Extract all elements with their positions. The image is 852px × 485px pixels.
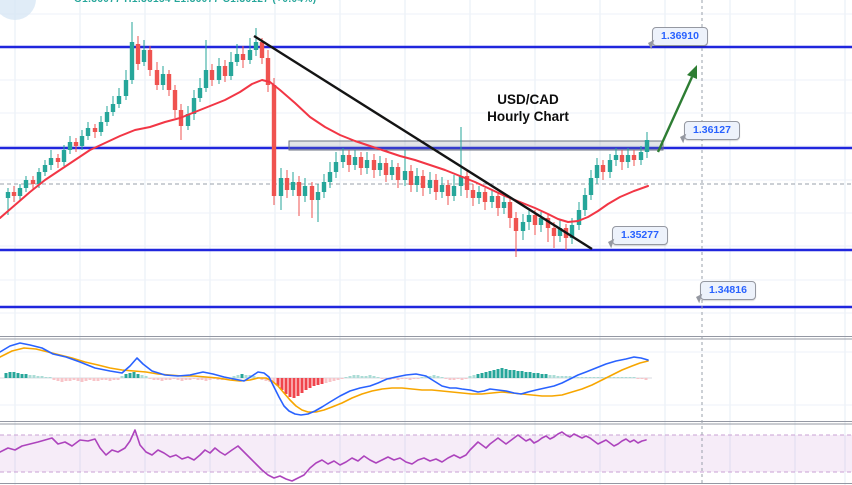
chart-title-symbol: USD/CAD xyxy=(497,92,559,107)
price-label-1-36127[interactable]: 1.36127 xyxy=(684,121,740,140)
price-label-text: 1.36910 xyxy=(661,30,699,42)
price-label-text: 1.35277 xyxy=(621,229,659,241)
price-label-1-36910[interactable]: 1.36910 xyxy=(652,27,708,46)
chart-title: USD/CAD Hourly Chart xyxy=(448,91,608,125)
broker-logo-watermark xyxy=(0,0,36,20)
price-label-1-34816[interactable]: 1.34816 xyxy=(700,281,756,300)
ohlc-readout: O1.36077 H1.36154 L1.36077 C1.36127 (+0.… xyxy=(74,0,317,5)
chart-title-timeframe: Hourly Chart xyxy=(487,109,569,124)
price-label-1-35277[interactable]: 1.35277 xyxy=(612,226,668,245)
price-label-text: 1.34816 xyxy=(709,284,747,296)
price-label-text: 1.36127 xyxy=(693,124,731,136)
